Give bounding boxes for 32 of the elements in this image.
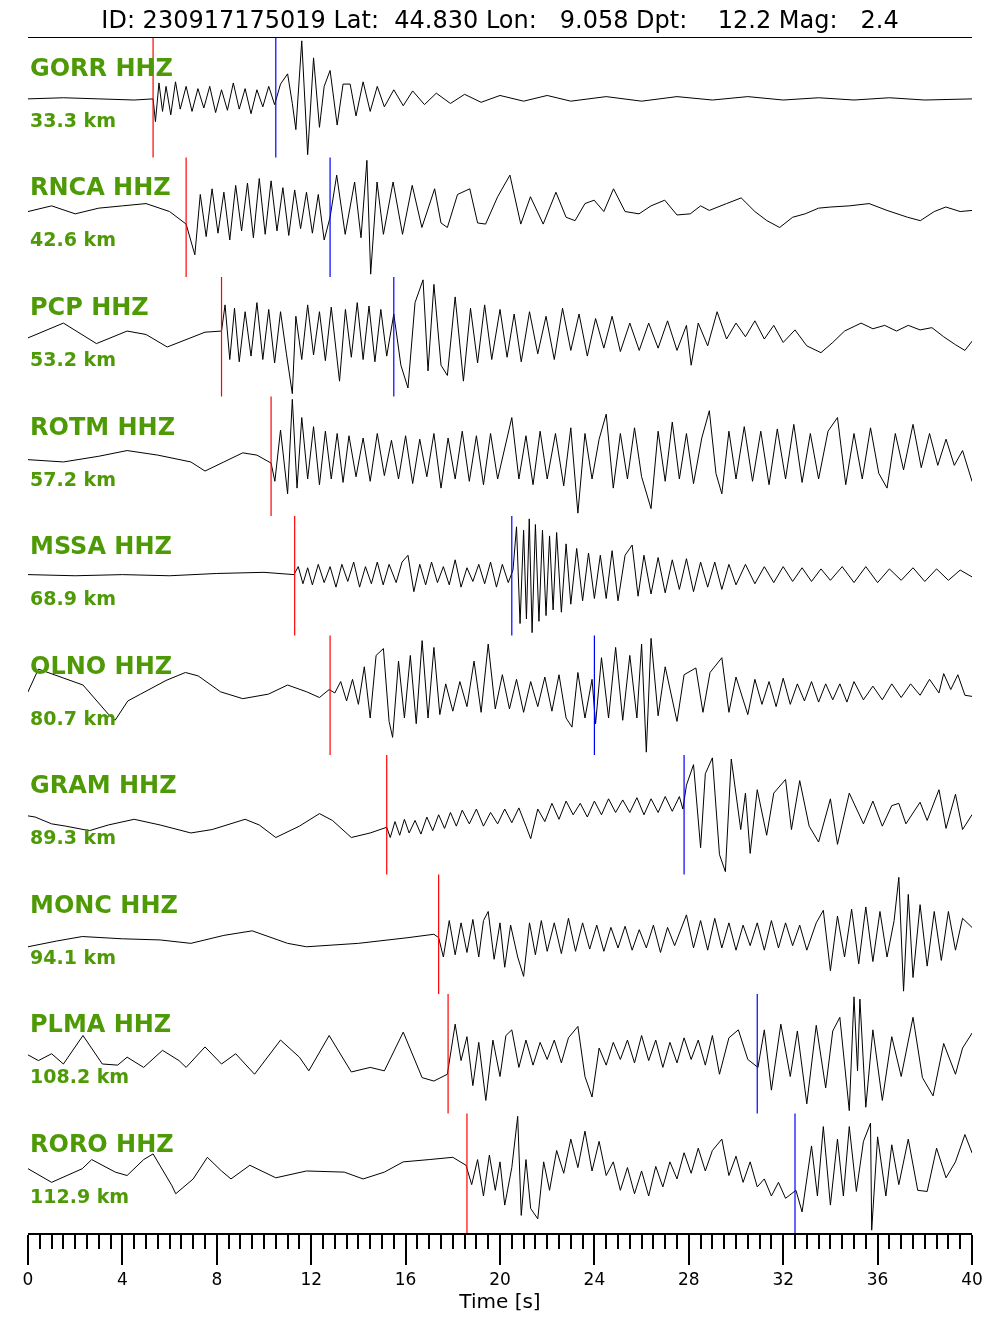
annotation: 108.2 km bbox=[30, 1065, 130, 1087]
annotation: MSSA HHZ bbox=[30, 532, 172, 560]
x-tick-label: 40 bbox=[961, 1269, 983, 1290]
x-tick-label: 36 bbox=[866, 1269, 889, 1290]
annotation: 80.7 km bbox=[30, 707, 116, 729]
chart-title: ID: 230917175019 Lat: 44.830 Lon: 9.058 Dpt: 12.2 Mag: 2.4 bbox=[101, 6, 899, 35]
annotation: RNCA HHZ bbox=[30, 173, 171, 201]
x-tick-label: 4 bbox=[116, 1269, 128, 1290]
annotation: PCP HHZ bbox=[30, 293, 149, 321]
x-tick-label: 24 bbox=[583, 1269, 606, 1290]
annotation: GRAM HHZ bbox=[30, 771, 177, 799]
annotation: 57.2 km bbox=[30, 468, 116, 490]
annotation: 89.3 km bbox=[30, 826, 116, 848]
annotation: MONC HHZ bbox=[30, 891, 178, 919]
annotation: 68.9 km bbox=[30, 587, 116, 609]
annotation: RORO HHZ bbox=[30, 1130, 174, 1158]
annotation: PLMA HHZ bbox=[30, 1010, 172, 1038]
x-tick-label: 20 bbox=[489, 1269, 511, 1290]
annotation: 112.9 km bbox=[30, 1185, 130, 1207]
annotation: OLNO HHZ bbox=[30, 652, 173, 680]
annotation: 42.6 km bbox=[30, 228, 116, 250]
x-tick-label: 32 bbox=[772, 1269, 795, 1290]
x-tick-label: 16 bbox=[394, 1269, 417, 1290]
x-tick-label: 28 bbox=[677, 1269, 700, 1290]
x-tick-label: 0 bbox=[22, 1269, 34, 1290]
x-axis-title: Time [s] bbox=[458, 1289, 541, 1314]
annotation: ROTM HHZ bbox=[30, 413, 176, 441]
annotation: 33.3 km bbox=[30, 109, 116, 131]
x-tick-label: 12 bbox=[300, 1269, 323, 1290]
x-tick-label: 8 bbox=[211, 1269, 223, 1290]
annotation: 53.2 km bbox=[30, 348, 116, 370]
annotation: 94.1 km bbox=[30, 946, 116, 968]
